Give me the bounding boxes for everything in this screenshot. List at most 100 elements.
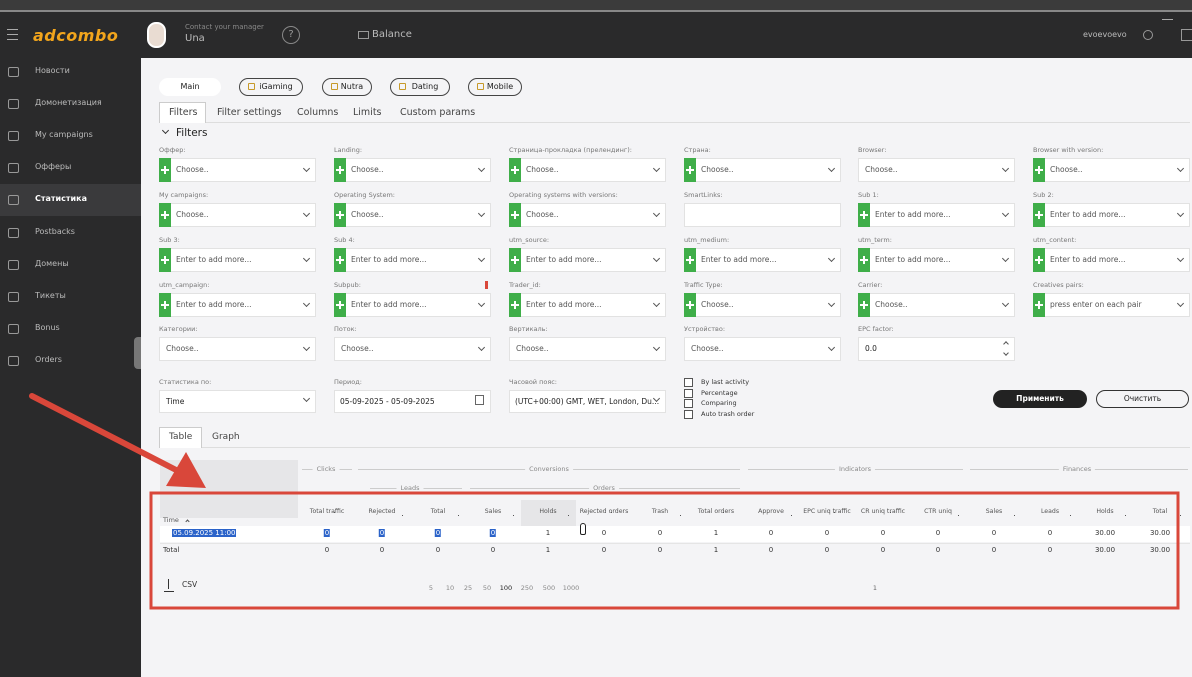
filter-input[interactable]: [1033, 158, 1190, 182]
plus-button[interactable]: [334, 248, 346, 272]
plus-button[interactable]: [334, 158, 346, 182]
help-button[interactable]: ?: [282, 26, 300, 44]
page-size[interactable]: 50: [482, 584, 492, 592]
filter-input[interactable]: [334, 203, 491, 227]
control-input[interactable]: [334, 390, 491, 413]
plus-button[interactable]: [684, 158, 696, 182]
page-size[interactable]: 1000: [562, 584, 580, 592]
filter-input[interactable]: [509, 203, 666, 227]
plus-button[interactable]: [159, 203, 171, 227]
sidebar-item[interactable]: Домены: [35, 258, 69, 268]
plus-button[interactable]: [1033, 293, 1045, 317]
sidebar-item[interactable]: Новости: [35, 66, 70, 75]
vertical-pill[interactable]: Mobile: [468, 78, 522, 96]
sidebar-item[interactable]: Тикеты: [35, 290, 66, 300]
sidebar-collapse[interactable]: [134, 337, 141, 369]
filter-input[interactable]: [159, 337, 316, 361]
page-size[interactable]: 5: [428, 584, 434, 592]
vertical-pill[interactable]: Dating: [390, 78, 450, 96]
plus-button[interactable]: [509, 248, 521, 272]
column-header[interactable]: Time: [163, 516, 179, 524]
page-size[interactable]: 25: [463, 584, 473, 592]
plus-button[interactable]: [1033, 248, 1045, 272]
sidebar-item[interactable]: Офферы: [35, 162, 72, 172]
filter-input[interactable]: [509, 337, 666, 361]
calendar-icon[interactable]: [475, 395, 484, 405]
filter-input[interactable]: [684, 248, 841, 272]
view-tab[interactable]: Table: [169, 432, 193, 442]
filter-input[interactable]: [159, 293, 316, 317]
plus-button[interactable]: [858, 248, 870, 272]
filter-input[interactable]: [858, 337, 1015, 361]
filter-input[interactable]: [334, 248, 491, 272]
filter-input[interactable]: [1033, 203, 1190, 227]
page-size[interactable]: 100: [499, 584, 513, 592]
balance[interactable]: Balance: [372, 29, 412, 40]
plus-button[interactable]: [1033, 203, 1045, 227]
filter-input[interactable]: [334, 158, 491, 182]
plus-button[interactable]: [684, 293, 696, 317]
sidebar-item[interactable]: Домонетизация: [35, 98, 102, 108]
checkbox[interactable]: [684, 378, 693, 387]
plus-button[interactable]: [1033, 158, 1045, 182]
column-header[interactable]: Total orders: [697, 508, 735, 515]
vertical-pill[interactable]: Nutra: [322, 78, 372, 96]
plus-button[interactable]: [509, 203, 521, 227]
sidebar-item[interactable]: Postbacks: [35, 226, 75, 236]
vertical-pill[interactable]: Main: [159, 78, 221, 96]
plus-button[interactable]: [159, 293, 171, 317]
filter-input[interactable]: [334, 337, 491, 361]
page-number[interactable]: 1: [872, 584, 878, 592]
csv-button[interactable]: CSV: [182, 580, 198, 589]
checkbox[interactable]: [684, 388, 693, 398]
filter-input[interactable]: [159, 203, 316, 227]
clear-button[interactable]: Очистить: [1096, 390, 1189, 408]
filter-input[interactable]: [509, 158, 666, 182]
sidebar-item[interactable]: Статистика: [35, 194, 87, 204]
sidebar-item[interactable]: Orders: [35, 354, 62, 364]
checkbox[interactable]: [684, 399, 693, 409]
filter-input[interactable]: [509, 293, 666, 317]
filter-input[interactable]: [858, 293, 1015, 317]
sidebar-item[interactable]: My campaigns: [35, 130, 93, 140]
filter-input[interactable]: [858, 203, 1015, 227]
filter-input[interactable]: [684, 158, 841, 182]
sidebar-item[interactable]: Bonus: [35, 322, 60, 332]
column-header[interactable]: Rejected orders: [579, 508, 629, 515]
plus-button[interactable]: [334, 203, 346, 227]
filter-input[interactable]: [858, 158, 1015, 182]
plus-button[interactable]: [159, 158, 171, 182]
apply-button[interactable]: Применить: [993, 390, 1087, 408]
filter-input[interactable]: [334, 293, 491, 317]
filter-tab[interactable]: Filters: [169, 107, 198, 118]
filter-input[interactable]: [684, 293, 841, 317]
plus-button[interactable]: [334, 293, 346, 317]
filter-input[interactable]: [1033, 248, 1190, 272]
filter-tab[interactable]: Limits: [353, 107, 382, 118]
page-size[interactable]: 500: [542, 584, 556, 592]
column-header[interactable]: CR uniq traffic: [860, 508, 906, 515]
plus-button[interactable]: [858, 203, 870, 227]
filter-tab[interactable]: Custom params: [400, 107, 476, 118]
plus-button[interactable]: [159, 248, 171, 272]
plus-button[interactable]: [684, 248, 696, 272]
page-size[interactable]: 10: [445, 584, 455, 592]
filter-input[interactable]: [159, 248, 316, 272]
column-header[interactable]: EPC uniq traffic: [803, 508, 851, 515]
page-size[interactable]: 250: [520, 584, 534, 592]
filter-tab[interactable]: Columns: [297, 107, 339, 118]
control-input[interactable]: [509, 390, 666, 413]
column-header[interactable]: Total traffic: [309, 508, 345, 515]
filter-input[interactable]: [1033, 293, 1190, 317]
view-tab[interactable]: Graph: [212, 432, 240, 442]
filter-input[interactable]: [684, 337, 841, 361]
plus-button[interactable]: [858, 293, 870, 317]
plus-button[interactable]: [509, 158, 521, 182]
checkbox[interactable]: [684, 409, 693, 419]
logo[interactable]: adcombo: [33, 26, 119, 45]
collapse-chevron[interactable]: [161, 126, 170, 135]
filter-input[interactable]: [858, 248, 1015, 272]
filter-input[interactable]: [159, 158, 316, 182]
vertical-pill[interactable]: iGaming: [239, 78, 303, 96]
plus-button[interactable]: [509, 293, 521, 317]
